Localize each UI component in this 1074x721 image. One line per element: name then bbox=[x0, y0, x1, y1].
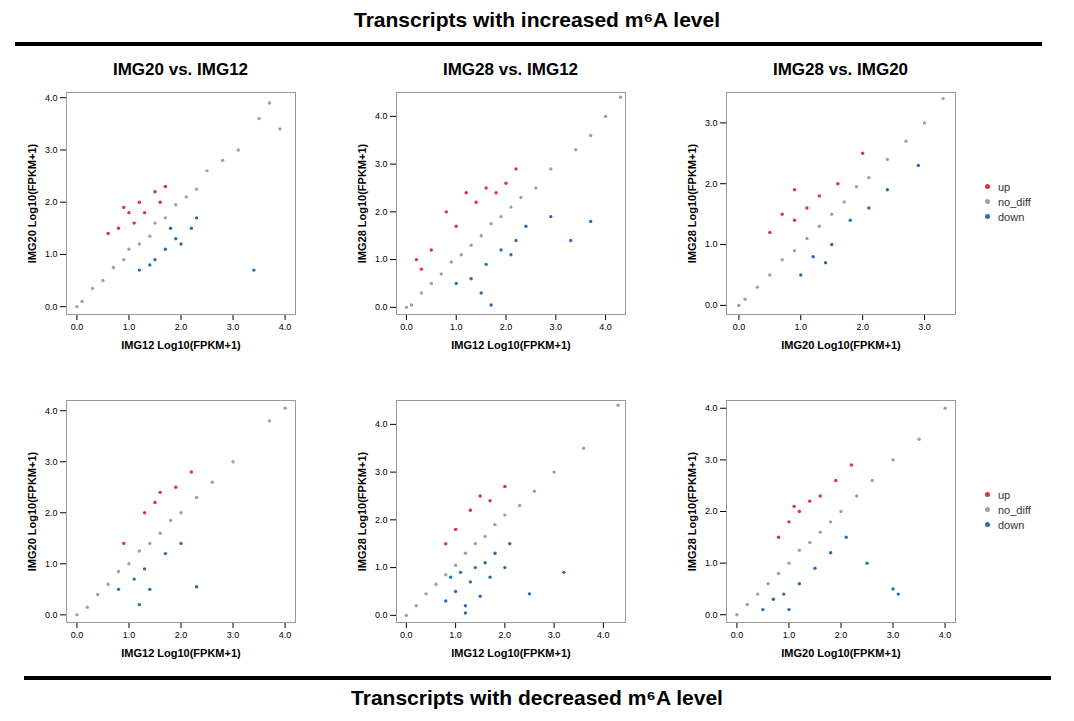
svg-text:4.0: 4.0 bbox=[705, 403, 718, 413]
svg-text:1.0: 1.0 bbox=[123, 630, 136, 640]
svg-text:IMG20 Log10(FPKM+1): IMG20 Log10(FPKM+1) bbox=[781, 647, 901, 659]
svg-text:3.0: 3.0 bbox=[705, 118, 718, 128]
svg-text:4.0: 4.0 bbox=[45, 93, 58, 103]
svg-text:0.0: 0.0 bbox=[705, 300, 718, 310]
svg-text:1.0: 1.0 bbox=[450, 322, 463, 332]
svg-text:1.0: 1.0 bbox=[375, 254, 388, 264]
svg-text:0.0: 0.0 bbox=[45, 302, 58, 312]
svg-text:2.0: 2.0 bbox=[375, 515, 388, 525]
svg-text:0.0: 0.0 bbox=[733, 322, 746, 332]
svg-text:0.0: 0.0 bbox=[400, 322, 413, 332]
svg-text:1.0: 1.0 bbox=[449, 630, 462, 640]
svg-text:4.0: 4.0 bbox=[375, 419, 388, 429]
svg-text:1.0: 1.0 bbox=[705, 558, 718, 568]
svg-text:2.0: 2.0 bbox=[856, 322, 869, 332]
svg-text:IMG28 Log10(FPKM+1): IMG28 Log10(FPKM+1) bbox=[686, 143, 698, 263]
html-text:down: down bbox=[998, 518, 1025, 531]
svg-text:2.0: 2.0 bbox=[375, 207, 388, 217]
svg-text:2.0: 2.0 bbox=[175, 322, 188, 332]
svg-text:1.0: 1.0 bbox=[45, 249, 58, 259]
svg-text:2.0: 2.0 bbox=[45, 197, 58, 207]
svg-text:0.0: 0.0 bbox=[71, 630, 84, 640]
svg-text:4.0: 4.0 bbox=[375, 111, 388, 121]
svg-text:1.0: 1.0 bbox=[705, 239, 718, 249]
svg-text:2.0: 2.0 bbox=[835, 630, 848, 640]
svg-text:3.0: 3.0 bbox=[45, 145, 58, 155]
svg-text:IMG20 Log10(FPKM+1): IMG20 Log10(FPKM+1) bbox=[26, 143, 38, 263]
svg-text:2.0: 2.0 bbox=[175, 630, 188, 640]
svg-text:0.0: 0.0 bbox=[375, 610, 388, 620]
svg-text:IMG12 Log10(FPKM+1): IMG12 Log10(FPKM+1) bbox=[121, 647, 241, 659]
svg-text:IMG12 Log10(FPKM+1): IMG12 Log10(FPKM+1) bbox=[451, 339, 571, 351]
svg-text:0.0: 0.0 bbox=[71, 322, 84, 332]
svg-text:1.0: 1.0 bbox=[795, 322, 808, 332]
svg-text:IMG20 Log10(FPKM+1): IMG20 Log10(FPKM+1) bbox=[26, 451, 38, 571]
svg-text:4.0: 4.0 bbox=[939, 630, 952, 640]
svg-text:2.0: 2.0 bbox=[500, 322, 513, 332]
svg-text:1.0: 1.0 bbox=[375, 562, 388, 572]
svg-text:4.0: 4.0 bbox=[279, 322, 292, 332]
svg-text:3.0: 3.0 bbox=[45, 457, 58, 467]
html-text:IMG28 vs. IMG12: IMG28 vs. IMG12 bbox=[442, 60, 579, 79]
svg-text:IMG28 Log10(FPKM+1): IMG28 Log10(FPKM+1) bbox=[356, 143, 368, 263]
svg-text:1.0: 1.0 bbox=[783, 630, 796, 640]
svg-text:IMG28 Log10(FPKM+1): IMG28 Log10(FPKM+1) bbox=[686, 451, 698, 571]
svg-text:1.0: 1.0 bbox=[123, 322, 136, 332]
svg-text:2.0: 2.0 bbox=[705, 179, 718, 189]
svg-text:IMG20 Log10(FPKM+1): IMG20 Log10(FPKM+1) bbox=[781, 339, 901, 351]
svg-text:0.0: 0.0 bbox=[375, 302, 388, 312]
svg-text:IMG12 Log10(FPKM+1): IMG12 Log10(FPKM+1) bbox=[121, 339, 241, 351]
svg-text:4.0: 4.0 bbox=[279, 630, 292, 640]
html-text:Transcripts with increased m⁶A: Transcripts with increased m⁶A level bbox=[354, 8, 720, 31]
svg-text:3.0: 3.0 bbox=[548, 630, 561, 640]
svg-text:0.0: 0.0 bbox=[45, 610, 58, 620]
html-text:IMG28 vs. IMG20: IMG28 vs. IMG20 bbox=[772, 60, 909, 79]
html-text:up: up bbox=[998, 488, 1011, 501]
svg-text:3.0: 3.0 bbox=[550, 322, 563, 332]
svg-text:2.0: 2.0 bbox=[45, 508, 58, 518]
svg-text:0.0: 0.0 bbox=[731, 630, 744, 640]
html-text:down: down bbox=[998, 210, 1025, 223]
html-text:no_diff: no_diff bbox=[998, 195, 1031, 208]
html-text:IMG20 vs. IMG12: IMG20 vs. IMG12 bbox=[112, 60, 249, 79]
svg-text:IMG12 Log10(FPKM+1): IMG12 Log10(FPKM+1) bbox=[451, 647, 571, 659]
html-text:Transcripts with decreased m⁶A: Transcripts with decreased m⁶A level bbox=[351, 686, 723, 709]
svg-text:4.0: 4.0 bbox=[599, 322, 612, 332]
svg-text:4.0: 4.0 bbox=[45, 406, 58, 416]
svg-text:0.0: 0.0 bbox=[705, 610, 718, 620]
svg-text:3.0: 3.0 bbox=[887, 630, 900, 640]
html-text:no_diff: no_diff bbox=[998, 503, 1031, 516]
svg-text:3.0: 3.0 bbox=[918, 322, 931, 332]
svg-text:3.0: 3.0 bbox=[375, 467, 388, 477]
svg-text:3.0: 3.0 bbox=[375, 159, 388, 169]
svg-text:4.0: 4.0 bbox=[597, 630, 610, 640]
svg-text:IMG28 Log10(FPKM+1): IMG28 Log10(FPKM+1) bbox=[356, 451, 368, 571]
svg-text:3.0: 3.0 bbox=[705, 455, 718, 465]
svg-text:0.0: 0.0 bbox=[400, 630, 413, 640]
svg-text:3.0: 3.0 bbox=[227, 322, 240, 332]
svg-text:1.0: 1.0 bbox=[45, 559, 58, 569]
svg-text:3.0: 3.0 bbox=[227, 630, 240, 640]
svg-text:2.0: 2.0 bbox=[705, 506, 718, 516]
html-text:up: up bbox=[998, 180, 1011, 193]
svg-text:2.0: 2.0 bbox=[499, 630, 512, 640]
